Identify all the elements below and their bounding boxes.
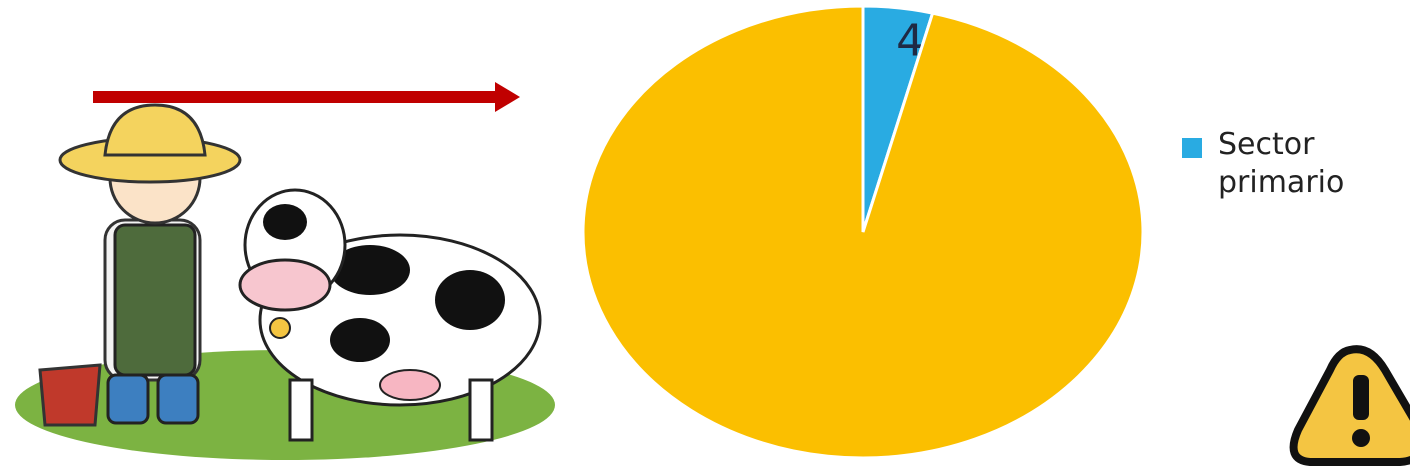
cow-udder [379, 369, 441, 401]
cow-spot [330, 245, 410, 295]
cow-leg [288, 378, 314, 442]
cow-spot [330, 318, 390, 362]
cow-spot [435, 270, 505, 330]
legend-swatch [1182, 138, 1202, 158]
cow-spot [263, 204, 307, 240]
cow-muzzle [238, 258, 332, 312]
bucket [38, 363, 102, 427]
illustration [15, 82, 555, 460]
farmer-boot [106, 373, 150, 425]
hat-crown [103, 103, 207, 157]
cow-bell [269, 317, 291, 339]
warning-shape [1289, 345, 1410, 466]
farmer-boot [156, 373, 200, 425]
farmer-apron [113, 223, 197, 377]
legend-label: Sector primario [1218, 127, 1345, 200]
warning-bar [1353, 375, 1369, 420]
warning-dot [1352, 429, 1370, 447]
warning-icon [1289, 345, 1410, 466]
pie-slice [581, 4, 1145, 460]
cow-leg [468, 378, 494, 442]
arrow-head [495, 82, 520, 112]
